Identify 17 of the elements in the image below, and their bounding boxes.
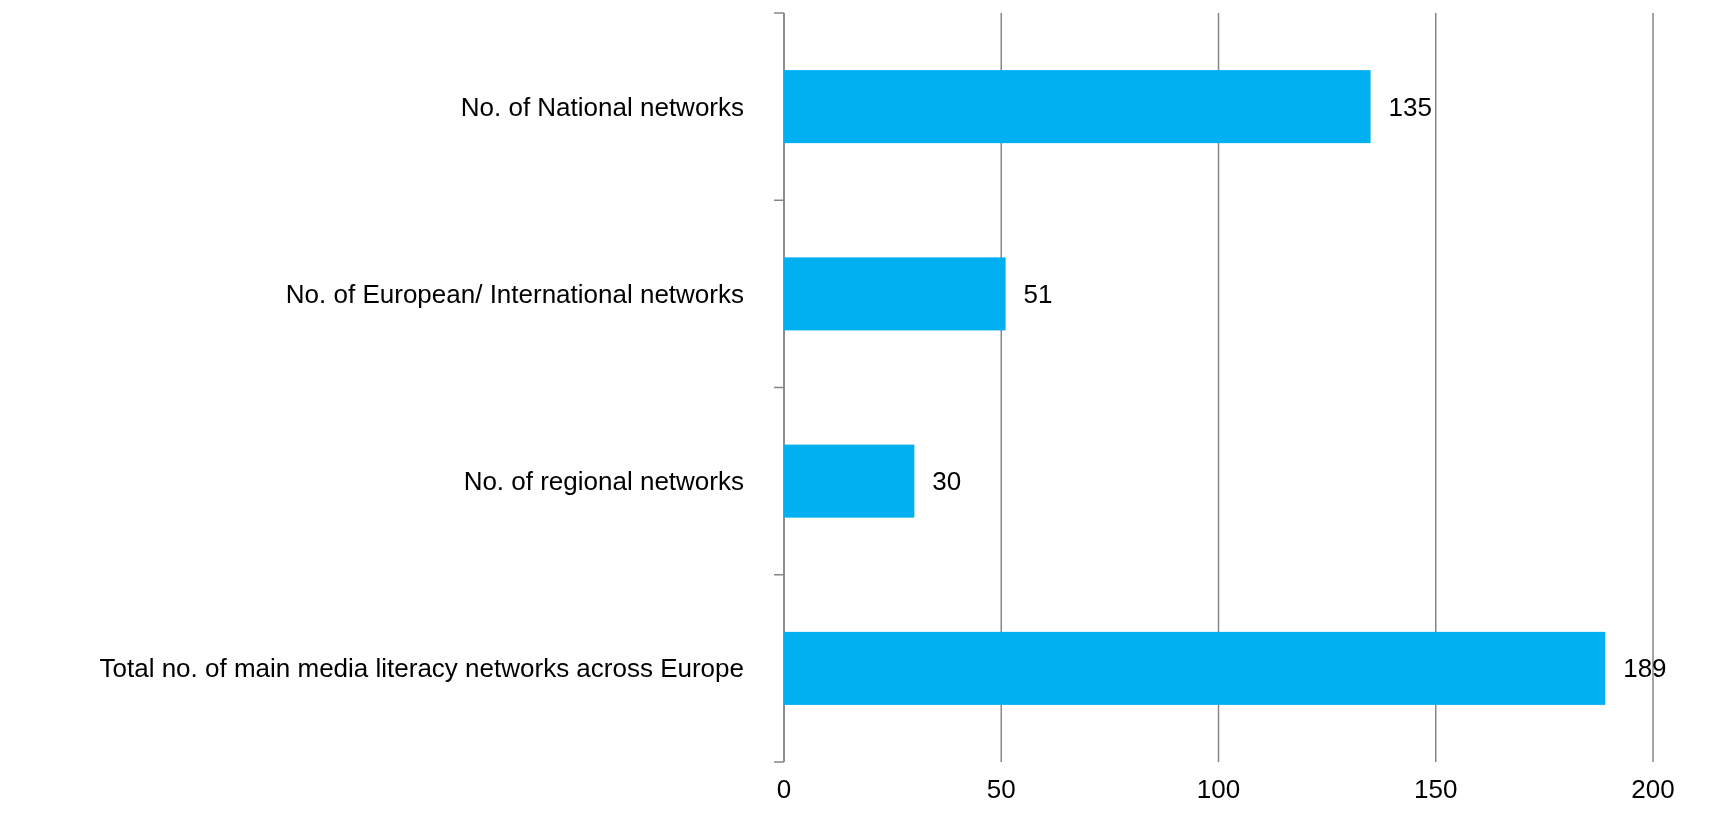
data-label: 189 xyxy=(1623,653,1667,684)
x-tick-label: 150 xyxy=(1414,774,1458,804)
x-tick-label: 0 xyxy=(776,774,792,804)
y-tick-label: Total no. of main media literacy networks across Europe xyxy=(99,653,744,684)
bar xyxy=(784,257,1006,331)
bar xyxy=(784,631,1606,705)
bar xyxy=(784,70,1371,144)
bar xyxy=(784,444,915,518)
y-tick-label: No. of European/ International networks xyxy=(285,278,744,309)
data-label: 30 xyxy=(932,466,962,497)
data-label: 51 xyxy=(1023,278,1053,309)
y-tick-label: No. of National networks xyxy=(460,91,744,122)
x-tick-label: 200 xyxy=(1631,774,1675,804)
x-tick-label: 100 xyxy=(1196,774,1241,804)
x-tick-label: 50 xyxy=(986,774,1016,804)
data-label: 135 xyxy=(1388,91,1432,122)
y-tick-label: No. of regional networks xyxy=(463,466,744,497)
